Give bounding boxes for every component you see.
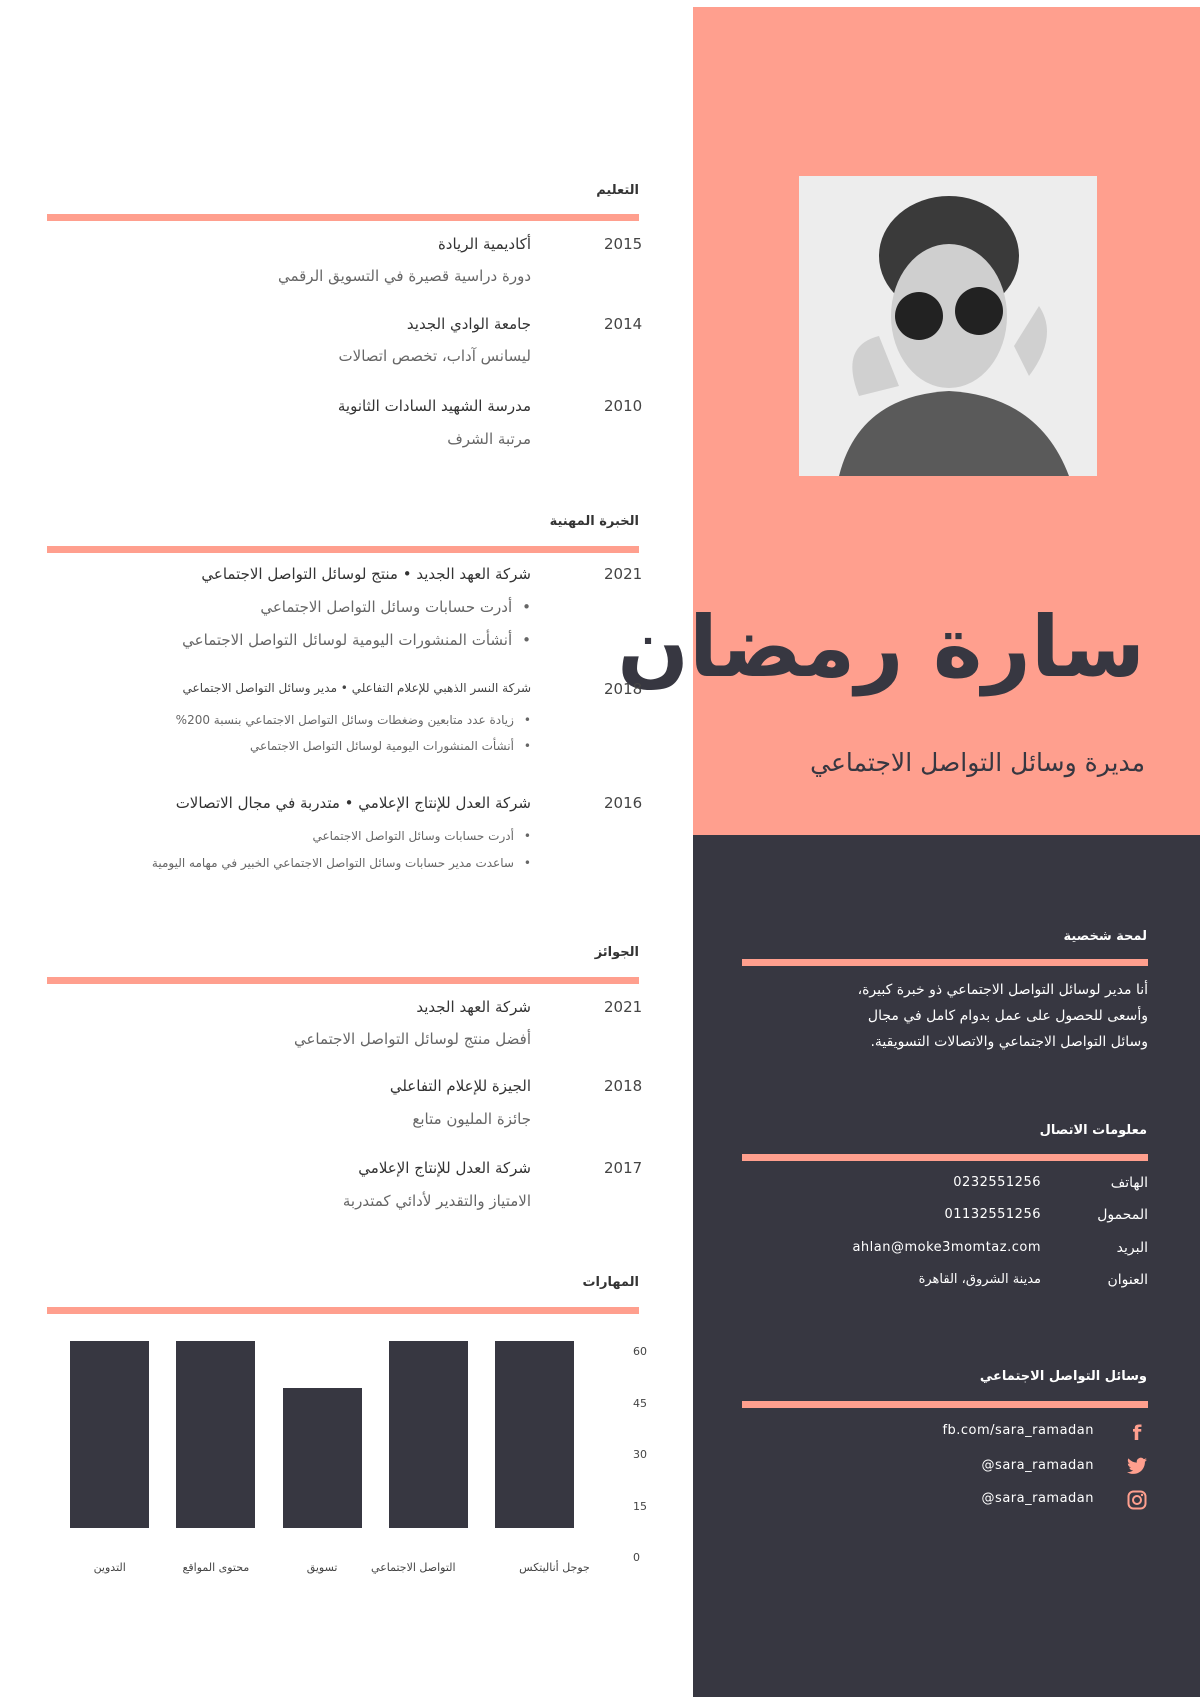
- profile-line: وأسعى للحصول على عمل بدوام كامل في مجال: [867, 1008, 1148, 1024]
- profile-heading: لمحة شخصية: [1063, 929, 1147, 944]
- skill-bar: [70, 1341, 150, 1528]
- education-divider: [47, 214, 639, 221]
- contact-divider: [742, 1154, 1148, 1161]
- experience-bullet: •أدرت حسابات وسائل التواصل الاجتماعي: [312, 829, 531, 843]
- contact-label-email: البريد: [1116, 1240, 1148, 1256]
- x-tick-label: محتوى المواقع: [182, 1561, 250, 1574]
- education-subtitle: مرتبة الشرف: [447, 430, 531, 448]
- award-year: 2018: [604, 1077, 643, 1095]
- experience-bullet: •ساعدت مدير حسابات وسائل التواصل الاجتما…: [151, 856, 531, 870]
- y-tick-label: 45: [633, 1396, 647, 1410]
- social-twitter[interactable]: sara_ramadan@: [981, 1458, 1094, 1473]
- contact-label-phone: الهاتف: [1110, 1175, 1148, 1191]
- award-year: 2017: [604, 1159, 643, 1177]
- experience-heading: الخبرة المهنية: [549, 514, 639, 529]
- y-tick-label: 60: [633, 1345, 647, 1358]
- skills-chart: 60 45 30 15 0 جوجل أناليتكس التواصل الاجتماعي ت…: [70, 1341, 647, 1574]
- education-subtitle: دورة دراسية قصيرة في التسويق الرقمي: [277, 267, 531, 285]
- award-title: الجيزة للإعلام التفاعلي: [389, 1077, 531, 1095]
- contact-value-email[interactable]: ahlan@moke3momtaz.com: [852, 1240, 1041, 1255]
- award-subtitle: الامتياز والتقدير لأدائي كمتدربة: [342, 1192, 531, 1210]
- education-title: مدرسة الشهيد السادات الثانوية: [337, 397, 531, 415]
- profile-line: وسائل التواصل الاجتماعي والاتصالات التسو…: [870, 1034, 1148, 1050]
- skills-divider: [47, 1307, 639, 1314]
- y-tick-label: 30: [633, 1448, 647, 1461]
- candidate-name: سارة رمضان: [617, 598, 1145, 696]
- education-year: 2010: [604, 397, 643, 415]
- profile-divider: [742, 959, 1148, 966]
- social-instagram[interactable]: sara_ramadan@: [981, 1491, 1094, 1506]
- contact-value-address: مدينة الشروق، القاهرة: [918, 1272, 1041, 1287]
- skills-heading: المهارات: [582, 1275, 639, 1290]
- profile-photo: [799, 176, 1097, 476]
- x-tick-label: التواصل الاجتماعي: [371, 1561, 456, 1574]
- education-title: جامعة الوادي الجديد: [406, 315, 531, 333]
- social-heading: وسائل التواصل الاجتماعي: [979, 1369, 1147, 1384]
- contact-heading: معلومات الاتصال: [1039, 1123, 1147, 1138]
- experience-bullet: •أدرت حسابات وسائل التواصل الاجتماعي: [260, 598, 531, 616]
- award-subtitle: جائزة المليون متابع: [412, 1110, 531, 1128]
- sidebar-panel: [693, 835, 1200, 1697]
- experience-title: شركة العهد الجديد • منتج لوسائل التواصل …: [201, 565, 531, 583]
- education-title: أكاديمية الريادة: [437, 235, 531, 253]
- contact-value-phone[interactable]: 0232551256: [953, 1175, 1041, 1190]
- education-subtitle: ليسانس آداب، تخصص اتصالات: [338, 347, 531, 365]
- candidate-title: مديرة وسائل التواصل الاجتماعي: [810, 748, 1145, 777]
- experience-divider: [47, 546, 639, 553]
- y-tick-label: 0: [633, 1551, 640, 1564]
- experience-bullet: •أنشأت المنشورات اليومية لوسائل التواصل …: [182, 631, 531, 649]
- profile-line: أنا مدير لوسائل التواصل الاجتماعي ذو خبر…: [857, 982, 1148, 998]
- instagram-icon[interactable]: [1126, 1490, 1148, 1515]
- contact-label-mobile: المحمول: [1097, 1207, 1148, 1223]
- experience-bullet: •أنشأت المنشورات اليومية لوسائل التواصل …: [249, 739, 531, 753]
- experience-bullet: •زيادة عدد متابعين وضغطات وسائل التواصل …: [175, 713, 531, 727]
- award-title: شركة العدل للإنتاج الإعلامي: [358, 1159, 531, 1177]
- contact-value-mobile[interactable]: 01132551256: [944, 1207, 1041, 1222]
- experience-title: شركة النسر الذهبي للإعلام التفاعلي • مدي…: [182, 681, 531, 695]
- award-year: 2021: [604, 998, 643, 1016]
- facebook-icon[interactable]: f: [1132, 1421, 1142, 1445]
- experience-year: 2018: [604, 680, 643, 698]
- skill-bar: [495, 1341, 574, 1528]
- award-subtitle: أفضل منتج لوسائل التواصل الاجتماعي: [293, 1030, 531, 1048]
- contact-label-address: العنوان: [1107, 1272, 1148, 1288]
- x-tick-label: تسويق: [306, 1561, 338, 1574]
- award-title: شركة العهد الجديد: [416, 998, 531, 1016]
- y-tick-label: 15: [633, 1499, 647, 1513]
- social-divider: [742, 1401, 1148, 1408]
- awards-heading: الجوائز: [594, 945, 639, 960]
- experience-year: 2016: [604, 794, 643, 812]
- experience-year: 2021: [604, 565, 643, 583]
- experience-title: شركة العدل للإنتاج الإعلامي • متدربة في …: [175, 794, 531, 812]
- education-heading: التعليم: [596, 183, 639, 198]
- skill-bar: [176, 1341, 256, 1528]
- x-tick-label: جوجل أناليتكس: [519, 1561, 590, 1574]
- social-facebook[interactable]: fb.com/sara_ramadan: [942, 1423, 1094, 1438]
- twitter-icon[interactable]: [1126, 1457, 1148, 1480]
- skill-bar: [282, 1387, 362, 1528]
- awards-divider: [47, 977, 639, 984]
- education-year: 2014: [604, 315, 643, 333]
- skill-bar: [388, 1341, 468, 1528]
- x-tick-label: التدوين: [93, 1561, 126, 1574]
- education-year: 2015: [604, 235, 643, 253]
